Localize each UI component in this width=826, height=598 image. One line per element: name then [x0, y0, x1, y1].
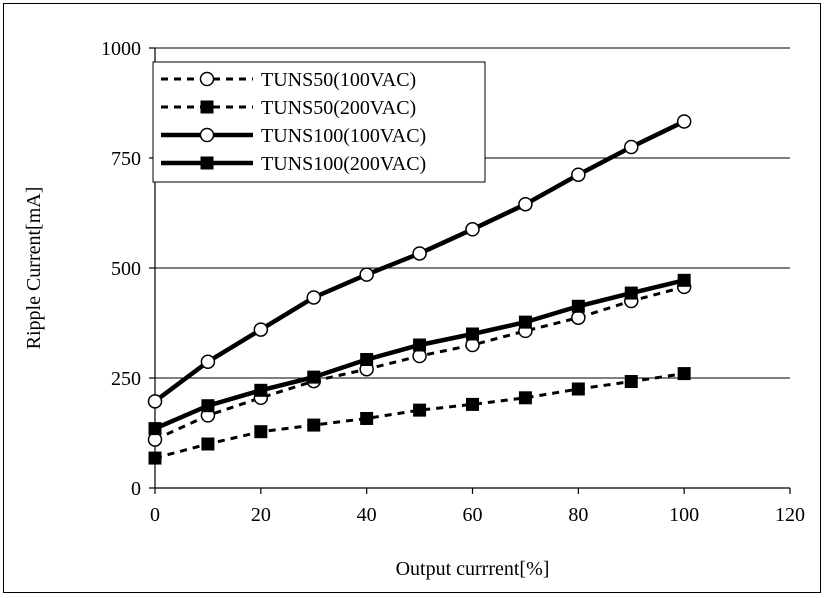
data-point — [465, 222, 480, 237]
data-point — [571, 310, 586, 325]
data-point — [677, 273, 691, 287]
legend-swatch-marker — [199, 71, 215, 87]
data-point — [200, 354, 216, 369]
y-tick-label: 750 — [111, 148, 141, 170]
y-tick-label: 500 — [111, 258, 141, 280]
data-point — [624, 286, 638, 300]
legend-label: TUNS100(200VAC) — [261, 153, 426, 175]
data-point — [307, 418, 321, 432]
data-point — [466, 327, 479, 341]
series-TUNS100(200VAC) — [148, 273, 691, 436]
x-tick-label: 100 — [669, 504, 699, 526]
y-tick-label: 1000 — [101, 38, 141, 60]
data-point — [518, 196, 533, 212]
legend-swatch-marker — [199, 127, 215, 143]
data-point — [624, 139, 639, 155]
x-tick-label: 40 — [357, 504, 377, 526]
x-tick-label: 0 — [150, 504, 160, 526]
data-point — [571, 382, 585, 396]
legend-label: TUNS50(200VAC) — [261, 97, 416, 119]
data-point — [306, 290, 321, 305]
data-point — [254, 425, 268, 439]
legend-label: TUNS50(100VAC) — [261, 69, 416, 91]
data-point — [413, 403, 427, 417]
data-point — [148, 451, 162, 465]
series-TUNS100(100VAC) — [147, 114, 692, 409]
y-tick-label: 250 — [111, 368, 141, 390]
data-point — [147, 394, 163, 409]
data-point — [201, 399, 215, 413]
data-point — [148, 422, 162, 436]
data-point — [254, 383, 268, 397]
data-point — [201, 437, 215, 451]
data-point — [359, 267, 374, 282]
data-point — [360, 353, 374, 367]
data-point — [360, 411, 374, 425]
data-point — [571, 299, 585, 313]
series-TUNS50(200VAC) — [148, 367, 691, 465]
data-point — [413, 338, 427, 352]
data-point — [518, 315, 532, 329]
tick-labels: 0 250 500 750 1000 0 20 40 60 80 100 120 — [101, 38, 805, 526]
legend-swatch-marker — [200, 100, 214, 114]
data-point — [307, 370, 321, 384]
data-point — [412, 246, 427, 261]
data-point — [677, 367, 691, 381]
series-TUNS50(100VAC) — [147, 279, 692, 447]
series-line — [154, 285, 685, 441]
series-line — [154, 372, 685, 460]
y-axis-label: Ripple Current[mA] — [23, 187, 45, 350]
series-layer — [147, 114, 692, 465]
legend-label: TUNS100(100VAC) — [261, 125, 426, 147]
legend: TUNS50(100VAC) TUNS50(200VAC) TUNS100(100V… — [152, 61, 486, 183]
x-tick-label: 80 — [568, 504, 588, 526]
data-point — [676, 114, 692, 129]
data-point — [466, 397, 479, 411]
x-tick-label: 60 — [463, 504, 483, 526]
data-point — [624, 375, 638, 389]
legend-swatch-marker — [200, 156, 214, 170]
x-tick-label: 20 — [251, 504, 271, 526]
x-axis-label: Output currrent[%] — [396, 558, 550, 580]
data-point — [253, 322, 269, 337]
x-tick-label: 120 — [775, 504, 805, 526]
data-point — [518, 391, 532, 405]
data-point — [571, 167, 586, 182]
y-tick-label: 0 — [131, 478, 141, 500]
